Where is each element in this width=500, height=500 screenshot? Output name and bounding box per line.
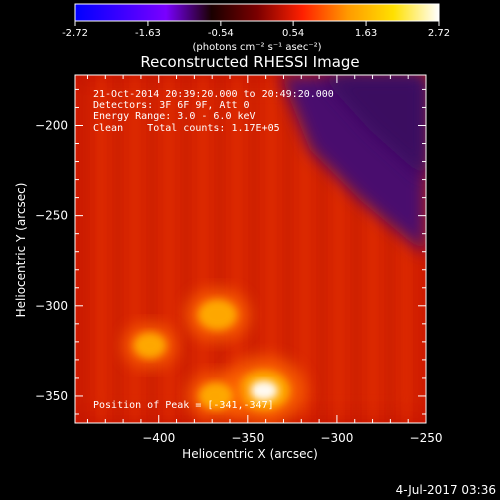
colorbar-unit-label: (photons cm⁻² s⁻¹ asec⁻²) — [192, 42, 321, 53]
colorbar-tick-label: 0.54 — [282, 28, 304, 39]
ripple-band — [114, 75, 122, 423]
source-blob — [123, 323, 177, 368]
colorbar-ticks: -2.72 -1.63 -0.54 0.54 1.63 2.72 — [62, 21, 450, 39]
ripple-band — [131, 75, 139, 423]
ripple-band — [216, 75, 224, 423]
ripple-band — [97, 75, 105, 423]
chart-title: Reconstructed RHESSI Image — [140, 53, 359, 71]
x-tick-label: −300 — [320, 431, 353, 445]
x-tick-label: −400 — [142, 431, 175, 445]
info-clean-counts: Clean Total counts: 1.17E+05 — [93, 123, 280, 134]
info-detectors: Detectors: 3F 6F 9F, Att 0 — [93, 100, 250, 111]
colorbar-tick-label: 2.72 — [428, 28, 450, 39]
source-core — [198, 299, 237, 330]
source-peak — [249, 380, 278, 401]
colorbar — [74, 3, 440, 22]
ripple-band — [386, 75, 394, 423]
colorbar-tick-label: -2.72 — [62, 28, 88, 39]
y-tick-label: −250 — [35, 209, 68, 223]
source-core — [198, 382, 233, 410]
ripple-band — [80, 75, 88, 423]
ripple-band — [199, 75, 207, 423]
ripple-band — [318, 75, 326, 423]
source-blob — [187, 372, 244, 420]
peak-position: Position of Peak = [-341,-347] — [93, 400, 274, 411]
ripple-band — [352, 75, 360, 423]
ripple-band — [148, 75, 156, 423]
y-axis-label: Heliocentric Y (arcsec) — [14, 183, 28, 318]
colorbar-tick-label: -0.54 — [208, 28, 234, 39]
colorbar-tick-label: -1.63 — [135, 28, 161, 39]
source-blob — [221, 356, 306, 423]
axis-ticks: −400 −350 −300 −250 −200 −250 −300 −350 — [35, 75, 442, 445]
ripple-band — [335, 75, 343, 423]
y-tick-label: −300 — [35, 299, 68, 313]
info-time-range: 21-Oct-2014 20:39:20.000 to 20:49:20.000 — [93, 89, 334, 100]
source-blob — [185, 288, 250, 341]
dark-region-core — [320, 75, 426, 180]
heatmap-image — [75, 75, 426, 423]
source-blobs — [123, 288, 306, 423]
info-energy-range: Energy Range: 3.0 - 6.0 keV — [93, 111, 256, 122]
footer-date: 4-Jul-2017 03:36 — [396, 483, 496, 497]
ripple-band — [301, 75, 309, 423]
x-axis-label: Heliocentric X (arcsec) — [182, 447, 318, 461]
colorbar-tick-label: 1.63 — [355, 28, 377, 39]
ripple-band — [233, 75, 241, 423]
x-tick-label: −250 — [410, 431, 443, 445]
y-tick-label: −350 — [35, 389, 68, 403]
plot-frame — [74, 74, 427, 424]
ripple-band — [250, 75, 258, 423]
ripple-band — [284, 75, 292, 423]
x-tick-label: −350 — [231, 431, 264, 445]
source-core — [133, 332, 166, 359]
y-tick-label: −200 — [35, 118, 68, 132]
ripple-band — [403, 75, 411, 423]
ripple-band — [267, 75, 275, 423]
ripple-band — [182, 75, 190, 423]
ripple-band — [369, 75, 377, 423]
ripple-pattern — [80, 75, 411, 423]
ripple-band — [165, 75, 173, 423]
